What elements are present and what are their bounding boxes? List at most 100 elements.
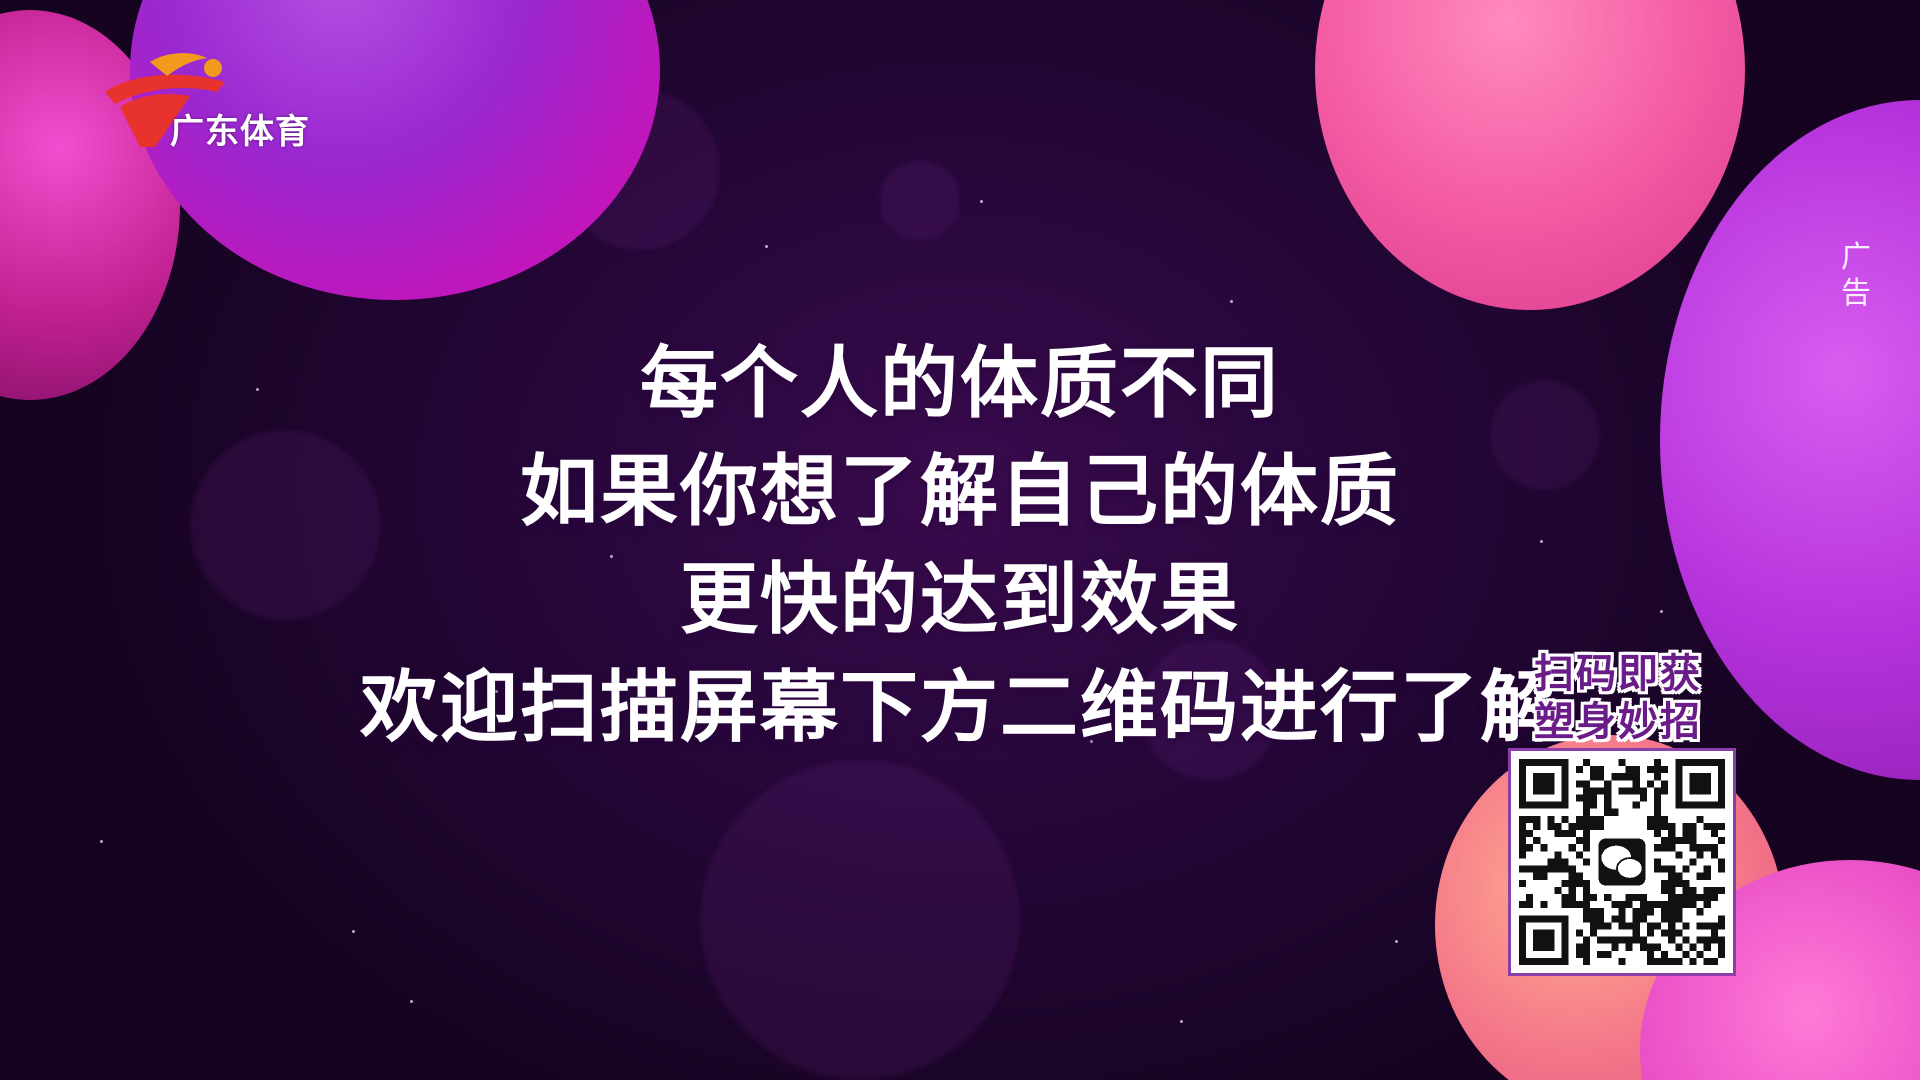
qr-module [1568, 830, 1576, 838]
qr-code[interactable] [1508, 748, 1736, 976]
qr-module [1618, 787, 1626, 795]
qr-module [1668, 844, 1676, 852]
qr-module [1668, 872, 1676, 880]
qr-module [1575, 901, 1583, 909]
qr-module [1575, 794, 1583, 802]
qr-module [1717, 858, 1725, 866]
qr-module [1717, 936, 1725, 944]
qr-module [1582, 908, 1591, 916]
qr-module [1590, 766, 1598, 774]
qr-module [1661, 815, 1669, 823]
qr-module [1597, 787, 1605, 795]
qr-module [1653, 773, 1662, 781]
qr-module [1604, 893, 1612, 902]
message-line: 更快的达到效果 [679, 555, 1240, 645]
star [256, 388, 259, 391]
qr-module [1696, 922, 1704, 930]
qr-module [1625, 943, 1633, 951]
qr-module [1696, 851, 1704, 859]
qr-module [1568, 886, 1576, 894]
qr-module [1639, 794, 1647, 802]
qr-module [1682, 879, 1690, 887]
qr-module [1653, 830, 1662, 838]
qr-module [1604, 794, 1612, 802]
qr-module [1533, 872, 1541, 880]
qr-module [1661, 879, 1669, 887]
qr-module [1618, 915, 1626, 923]
qr-module [1526, 815, 1534, 823]
qr-module [1590, 794, 1598, 802]
qr-module [1653, 901, 1662, 909]
qr-module [1611, 773, 1619, 781]
qr-module [1582, 794, 1591, 802]
star [495, 690, 498, 693]
qr-module [1582, 915, 1591, 923]
qr-module [1575, 929, 1583, 937]
qr-module [1632, 780, 1640, 788]
qr-module [1646, 950, 1654, 958]
qr-module [1568, 844, 1576, 852]
star [352, 930, 355, 933]
qr-module [1604, 808, 1612, 816]
qr-module [1646, 929, 1654, 937]
qr-module [1710, 936, 1718, 944]
qr-module [1582, 879, 1591, 887]
qr-module [1611, 936, 1619, 944]
qr-module [1632, 893, 1640, 902]
qr-module [1696, 893, 1704, 902]
qr-module [1547, 815, 1555, 823]
qr-module [1682, 936, 1690, 944]
qr-module [1682, 893, 1690, 902]
qr-module [1632, 766, 1640, 774]
qr-module [1661, 915, 1669, 923]
qr-module [1646, 908, 1654, 916]
qr-module [1519, 851, 1527, 859]
qr-module [1653, 801, 1662, 809]
channel-name: 广东体育 [170, 112, 310, 152]
qr-module [1703, 922, 1711, 930]
qr-module [1604, 801, 1612, 809]
qr-module [1710, 844, 1718, 852]
qr-module [1689, 943, 1697, 951]
qr-module [1710, 929, 1718, 937]
qr-module [1639, 936, 1647, 944]
qr-module [1717, 837, 1725, 845]
qr-module [1703, 886, 1711, 894]
qr-module [1540, 844, 1548, 852]
qr-module [1625, 901, 1633, 909]
qr-module [1611, 808, 1619, 816]
qr-module [1632, 787, 1640, 795]
qr-module [1561, 865, 1569, 873]
qr-module [1561, 901, 1569, 909]
qr-module [1575, 766, 1583, 774]
qr-module [1661, 766, 1669, 774]
qr-module [1653, 759, 1662, 767]
qr-module [1661, 844, 1669, 852]
qr-module [1653, 815, 1662, 823]
qr-module [1661, 837, 1669, 845]
qr-module [1668, 908, 1676, 916]
qr-module [1639, 787, 1647, 795]
qr-module [1519, 822, 1527, 831]
qr-module [1661, 780, 1669, 788]
qr-code-icon[interactable] [1519, 759, 1725, 965]
qr-module [1668, 830, 1676, 838]
qr-module [1689, 957, 1697, 965]
qr-module [1590, 773, 1598, 781]
qr-module [1561, 830, 1569, 838]
qr-module [1582, 808, 1591, 816]
qr-module [1703, 957, 1711, 965]
qr-module [1526, 844, 1534, 852]
qr-module [1611, 943, 1619, 951]
star [1230, 300, 1233, 303]
main-message: 每个人的体质不同 如果你想了解自己的体质 更快的达到效果 欢迎扫描屏幕下方二维码… [0, 330, 1920, 762]
qr-caption: 扫码即获 塑身妙招 [1518, 650, 1718, 746]
qr-module [1604, 950, 1612, 958]
qr-module [1604, 922, 1612, 930]
qr-caption-line: 扫码即获 [1534, 651, 1702, 697]
qr-module [1540, 865, 1548, 873]
qr-module [1554, 886, 1562, 894]
qr-module [1547, 865, 1555, 873]
qr-module [1632, 929, 1640, 937]
qr-module [1646, 943, 1654, 951]
